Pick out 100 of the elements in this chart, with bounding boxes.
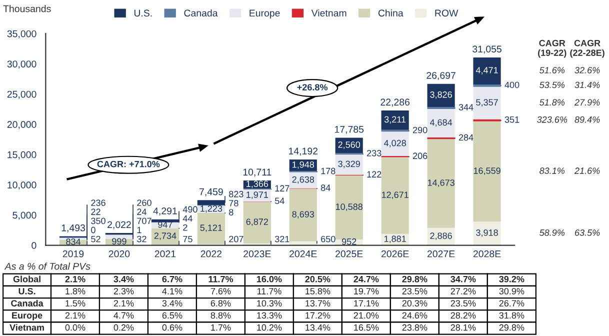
text: 51.8% xyxy=(540,99,565,106)
text: 54 xyxy=(274,198,284,204)
text: 78 xyxy=(229,200,238,206)
text: 31.4% xyxy=(574,82,600,88)
text: 400 xyxy=(504,82,520,88)
text: 834 xyxy=(66,238,81,245)
annotation: +26.8% xyxy=(297,84,328,90)
text: 13.4% xyxy=(306,324,330,331)
text: 63.5% xyxy=(574,229,600,236)
text: 39.2% xyxy=(499,276,524,282)
y-tick-label: 15,000 xyxy=(8,151,36,160)
text: 10.2% xyxy=(257,324,282,331)
text: 127 xyxy=(275,185,290,192)
text: 83.1% xyxy=(540,168,565,174)
total-label: 26,697 xyxy=(426,72,456,80)
text: 3.4% xyxy=(162,300,182,307)
text: 1,881 xyxy=(384,236,406,244)
x-tick-label: 2026E xyxy=(382,250,409,258)
text: 206 xyxy=(413,152,428,160)
y-tick-label: 25,000 xyxy=(7,90,36,99)
text: 284 xyxy=(458,134,474,141)
text: 5,121 xyxy=(200,224,222,232)
text: 999 xyxy=(112,238,126,244)
text: 290 xyxy=(413,126,428,134)
text: 24.6% xyxy=(402,312,428,319)
text: 4,471 xyxy=(476,67,498,74)
text: 2.1% xyxy=(114,300,134,306)
text: 236 xyxy=(91,200,106,206)
text: 0 xyxy=(91,226,96,234)
text: 321 xyxy=(274,236,290,242)
text: 1,366 xyxy=(246,180,268,188)
text: 52 xyxy=(91,236,100,242)
y-tick-label: 30,000 xyxy=(7,60,36,69)
text: 6.8% xyxy=(210,300,231,307)
total-label: 4,291 xyxy=(153,207,177,216)
text: 23.5% xyxy=(450,300,476,307)
text: 1,948 xyxy=(292,161,314,169)
text: 23.5% xyxy=(402,288,428,294)
text: 6,872 xyxy=(246,218,268,226)
text: 1.5% xyxy=(66,300,86,307)
text: 207 xyxy=(229,236,244,242)
text: 21.6% xyxy=(574,168,600,174)
text: 260 xyxy=(137,200,152,206)
total-label: 22,286 xyxy=(380,98,410,107)
y-tick-label: 5,000 xyxy=(12,212,36,220)
text: 84 xyxy=(320,184,330,191)
annotation: CAGR: +71.0% xyxy=(97,160,160,168)
text: 2.1% xyxy=(65,312,86,319)
x-tick-label: 2022 xyxy=(200,250,222,258)
x-tick-label: 2024E xyxy=(290,250,317,258)
text: 3,329 xyxy=(338,160,360,168)
text: 1,971 xyxy=(246,192,268,199)
text: 89.4% xyxy=(574,116,600,123)
legend-label: U.S. xyxy=(134,10,152,17)
y-axis-title: Thousands xyxy=(3,5,51,12)
text: 650 xyxy=(321,236,336,242)
text: 0.2% xyxy=(114,324,134,331)
text: Canada xyxy=(11,300,44,307)
text: 24.7% xyxy=(354,276,379,282)
text: 5,357 xyxy=(476,99,498,107)
text: 4,028 xyxy=(384,140,406,148)
x-tick-label: 2019 xyxy=(62,250,84,258)
text: 8.8% xyxy=(210,312,231,319)
text: 51.6% xyxy=(540,67,565,74)
text: 53.5% xyxy=(540,82,565,88)
text: 351 xyxy=(504,116,520,123)
text: 11.7% xyxy=(257,288,282,294)
text: 2,886 xyxy=(430,232,452,240)
text: 44 xyxy=(182,215,192,222)
text: 31.8% xyxy=(499,312,524,319)
total-label: 17,785 xyxy=(334,126,364,134)
text: 10.3% xyxy=(257,300,282,307)
text: 7.6% xyxy=(210,288,231,294)
x-tick-label: 2020 xyxy=(108,250,130,258)
text: 12,671 xyxy=(382,192,408,200)
text: 3,918 xyxy=(476,229,498,237)
text: 323.6% xyxy=(537,116,568,123)
text: 2,734 xyxy=(154,232,176,240)
text: 233 xyxy=(367,150,382,156)
text: Vietnam xyxy=(10,324,44,331)
text: 350 xyxy=(91,218,106,224)
text: 22 xyxy=(91,208,100,215)
text: 1.8% xyxy=(66,288,86,294)
text: 34.7% xyxy=(450,276,476,282)
y-tick-label: 0 xyxy=(32,242,36,249)
text: 2,638 xyxy=(292,176,314,184)
text: 178 xyxy=(321,168,336,174)
text: 122 xyxy=(367,171,382,178)
total-label: 31,055 xyxy=(472,46,502,54)
text: 6.7% xyxy=(162,276,182,282)
text: 3,826 xyxy=(430,91,452,99)
text: 17.2% xyxy=(306,312,330,319)
text: 4.7% xyxy=(114,312,134,319)
text: 27.2% xyxy=(450,288,476,294)
text: 952 xyxy=(342,238,356,245)
text: 30.9% xyxy=(499,288,524,294)
text: 490 xyxy=(182,206,198,213)
y-tick-label: 35,000 xyxy=(7,30,36,38)
total-label: 2,022 xyxy=(108,221,131,230)
text: 16,559 xyxy=(474,168,500,175)
